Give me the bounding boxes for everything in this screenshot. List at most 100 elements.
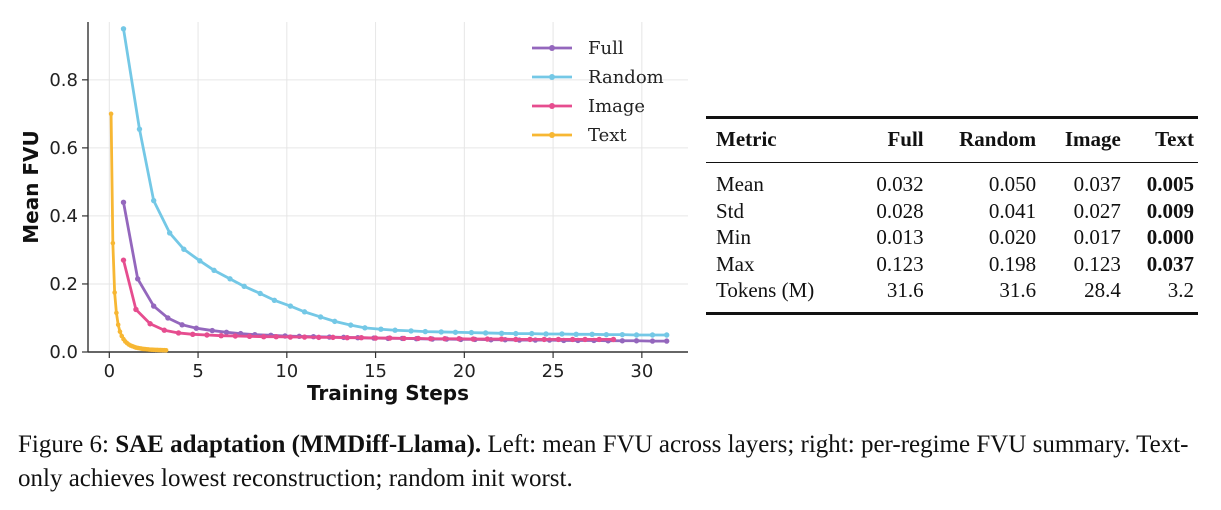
caption-prefix: Figure 6:: [18, 431, 116, 458]
table-header-row: Metric Full Random Image Text: [706, 117, 1198, 163]
legend-marker-random: [549, 74, 555, 80]
table-row: Mean 0.032 0.050 0.037 0.005: [706, 163, 1198, 198]
series-full: [120, 199, 670, 344]
data-point-image: [513, 336, 519, 343]
table-cell-best: 0.000: [1146, 225, 1194, 250]
data-point-image: [596, 336, 602, 343]
series-lines: [108, 26, 670, 353]
y-axis-title: Mean FVU: [19, 130, 43, 244]
data-point-image: [120, 257, 127, 263]
table-cell: 0.198: [988, 251, 1037, 276]
figure-caption: Figure 6: SAE adaptation (MMDiff-Llama).…: [18, 428, 1213, 496]
data-point-image: [541, 336, 547, 343]
legend-marker-text: [549, 132, 555, 138]
data-point-full: [120, 199, 127, 206]
table-cell: 0.017: [1073, 225, 1121, 250]
data-point-text: [112, 290, 117, 295]
data-point-full: [150, 303, 157, 309]
table-cell: 0.041: [988, 198, 1037, 223]
x-tick-label: 25: [542, 361, 565, 382]
data-point-random: [166, 230, 173, 236]
series-image: [120, 257, 617, 343]
header-image: Image: [1064, 127, 1121, 151]
data-point-random: [317, 314, 324, 320]
table-cell: Tokens (M): [716, 278, 815, 303]
table-cell: 0.020: [988, 225, 1037, 250]
data-point-image: [218, 332, 224, 339]
chart-legend: Full Random Image Text: [532, 38, 664, 146]
table-row: Tokens (M) 31.6 31.6 28.4 3.2: [706, 277, 1198, 313]
data-point-random: [392, 327, 398, 333]
x-tick-label: 10: [275, 361, 298, 382]
header-metric: Metric: [716, 127, 777, 151]
data-point-text: [114, 310, 119, 316]
x-tick-label: 5: [192, 361, 203, 382]
data-point-random: [452, 329, 459, 335]
table-cell: 0.027: [1073, 198, 1121, 223]
data-point-image: [316, 334, 322, 341]
data-point-full: [223, 329, 230, 335]
data-point-random: [408, 328, 414, 334]
data-point-random: [633, 332, 640, 338]
data-point-random: [603, 331, 610, 338]
legend-label-image: Image: [588, 96, 645, 117]
legend-item-full: Full: [532, 38, 624, 59]
data-point-image: [415, 335, 421, 342]
y-tick-label: 0.8: [49, 70, 78, 91]
table-row: Max 0.123 0.198 0.123 0.037: [706, 251, 1198, 278]
data-point-image: [301, 334, 308, 340]
legend-label-full: Full: [588, 38, 624, 59]
data-point-text: [110, 240, 116, 246]
x-tick-label: 0: [104, 361, 115, 382]
data-point-image: [527, 336, 533, 343]
data-point-random: [332, 318, 338, 325]
data-point-random: [468, 329, 475, 336]
data-point-text: [108, 111, 114, 117]
table-cell: 0.123: [1073, 251, 1121, 276]
header-full: Full: [887, 127, 924, 151]
y-tick-label: 0.2: [49, 274, 78, 295]
table-row: Std 0.028 0.041 0.027 0.009: [706, 198, 1198, 225]
data-point-text: [163, 348, 169, 353]
data-point-image: [133, 306, 139, 313]
data-point-image: [175, 330, 182, 336]
table-cell-best: 0.005: [1146, 172, 1194, 197]
data-point-random: [362, 325, 368, 331]
legend-item-text: Text: [532, 125, 627, 146]
data-point-full: [633, 338, 640, 344]
data-point-random: [257, 290, 263, 297]
data-point-image: [456, 336, 462, 342]
data-point-random: [301, 309, 308, 315]
data-point-random: [529, 330, 535, 337]
data-point-image: [401, 335, 407, 342]
data-point-image: [582, 336, 588, 343]
chart-axes: 0 5 10 15 20 25 30 0.0 0.2 0.4 0.6 0.8: [49, 22, 688, 382]
data-point-image: [427, 336, 434, 342]
data-point-image: [387, 335, 393, 341]
fvu-summary-table: Metric Full Random Image Text Mean 0.032…: [706, 116, 1198, 315]
caption-title: SAE adaptation (MMDiff-Llama).: [115, 431, 482, 458]
table-row: Min 0.013 0.020 0.017 0.000: [706, 224, 1198, 251]
data-point-image: [190, 331, 196, 338]
data-point-random: [227, 276, 233, 282]
data-point-random: [241, 283, 247, 290]
data-point-image: [330, 334, 336, 341]
data-point-random: [513, 330, 519, 337]
series-line-full: [122, 200, 669, 343]
y-tick-label: 0.4: [49, 206, 78, 227]
data-point-image: [569, 336, 576, 343]
table-cell: 0.050: [988, 172, 1037, 197]
data-point-full: [193, 325, 199, 331]
data-point-image: [161, 327, 168, 333]
series-random: [120, 26, 670, 338]
table-cell: 3.2: [1167, 278, 1194, 303]
data-point-full: [619, 338, 626, 344]
data-point-random: [136, 126, 143, 132]
table-cell-best: 0.009: [1146, 198, 1194, 223]
data-point-random: [438, 329, 444, 335]
legend-label-random: Random: [588, 67, 664, 88]
header-text: Text: [1155, 127, 1194, 151]
data-point-text: [117, 329, 123, 334]
table-cell-best: 0.037: [1146, 251, 1194, 276]
legend-label-text: Text: [588, 125, 627, 146]
